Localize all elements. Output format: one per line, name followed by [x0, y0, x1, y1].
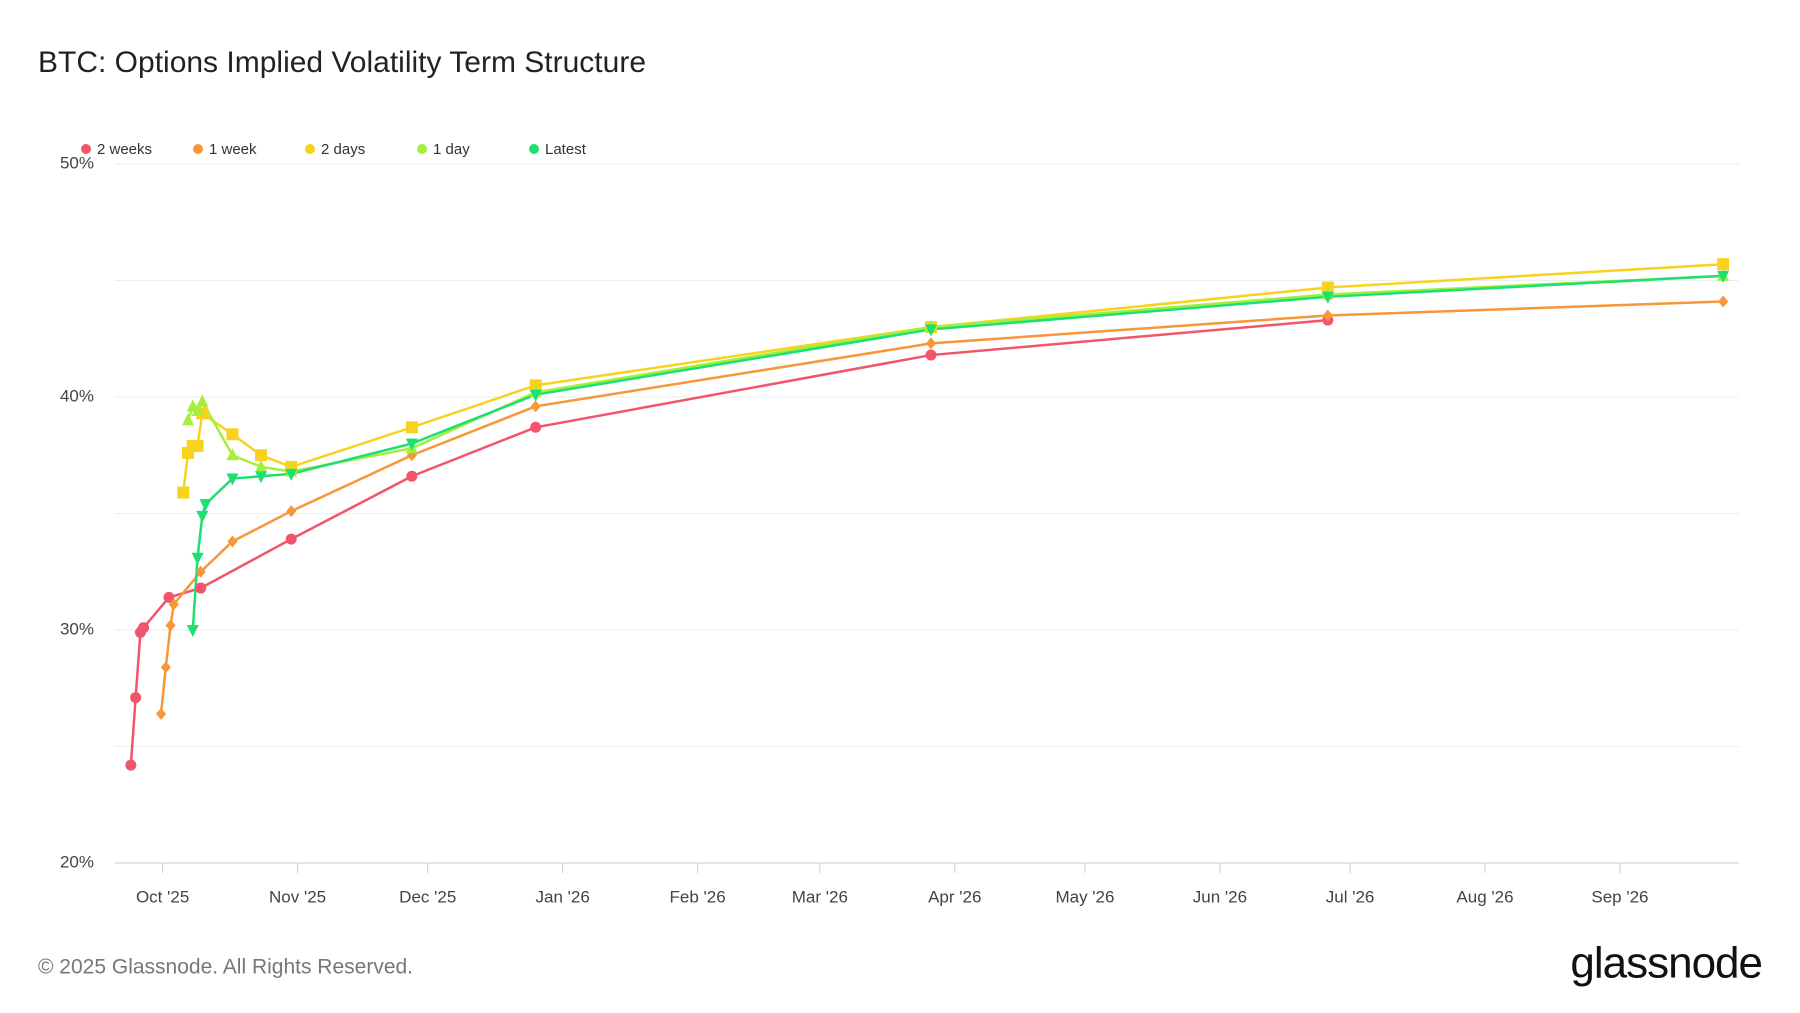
x-tick-label: Feb '26	[670, 887, 726, 906]
marker	[405, 438, 418, 451]
legend-label: 2 days	[321, 141, 365, 158]
marker	[255, 471, 268, 484]
marker	[138, 622, 150, 634]
marker	[191, 403, 204, 416]
marker	[177, 486, 190, 499]
marker	[191, 439, 204, 452]
marker	[1717, 270, 1730, 283]
legend-label: 1 week	[209, 141, 257, 158]
marker	[182, 413, 195, 426]
series-line	[129, 318, 1328, 766]
marker	[196, 394, 209, 407]
x-tick-label: Oct '25	[136, 887, 189, 906]
marker	[924, 324, 937, 337]
y-tick-label: 20%	[60, 852, 94, 871]
marker	[255, 449, 268, 462]
marker	[125, 759, 137, 771]
x-tick-label: Jan '26	[536, 887, 590, 906]
marker	[226, 448, 239, 461]
marker	[286, 505, 297, 518]
marker	[530, 421, 542, 433]
x-tick-label: Jun '26	[1193, 887, 1247, 906]
marker	[925, 337, 936, 350]
x-tick-label: May '26	[1055, 887, 1114, 906]
legend-swatch	[305, 144, 315, 154]
legend-swatch	[529, 144, 539, 154]
marker	[196, 510, 209, 523]
marker	[195, 565, 206, 578]
legend-label: 1 day	[433, 141, 470, 158]
series-line	[191, 274, 1724, 631]
marker	[529, 389, 542, 402]
marker	[186, 625, 199, 637]
x-tick-label: Dec '25	[399, 887, 456, 906]
marker	[285, 533, 297, 545]
legend-swatch	[193, 144, 203, 154]
x-tick-label: Jul '26	[1326, 887, 1375, 906]
marker	[226, 473, 239, 486]
legend-label: 2 weeks	[97, 141, 152, 158]
marker	[925, 349, 937, 361]
series-line	[159, 300, 1724, 715]
marker	[168, 598, 179, 611]
legend-label: Latest	[545, 141, 587, 158]
marker	[195, 582, 207, 594]
marker	[1322, 309, 1333, 322]
x-tick-label: Nov '25	[269, 887, 326, 906]
chart-title: BTC: Options Implied Volatility Term Str…	[38, 46, 646, 79]
x-tick-label: Sep '26	[1591, 887, 1648, 906]
legend-swatch	[417, 144, 427, 154]
marker	[1321, 291, 1334, 304]
y-tick-label: 30%	[60, 619, 94, 638]
marker	[165, 619, 176, 632]
x-tick-label: Aug '26	[1456, 887, 1513, 906]
brand-logo: glassnode	[1570, 939, 1762, 988]
marker	[226, 428, 239, 441]
marker	[191, 552, 204, 565]
marker	[163, 591, 175, 603]
marker	[255, 459, 268, 472]
marker	[530, 400, 541, 413]
marker	[130, 692, 142, 704]
legend-swatch	[81, 144, 91, 154]
marker	[1718, 295, 1729, 308]
marker	[285, 468, 298, 481]
marker	[227, 535, 238, 548]
marker	[1717, 258, 1730, 271]
x-tick-label: Apr '26	[928, 887, 981, 906]
y-tick-label: 50%	[60, 153, 94, 172]
marker	[160, 661, 171, 674]
marker	[406, 470, 418, 482]
y-tick-label: 40%	[60, 386, 94, 405]
x-tick-label: Mar '26	[792, 887, 848, 906]
marker	[405, 421, 418, 434]
marker	[199, 499, 212, 512]
footer: © 2025 Glassnode. All Rights Reserved.	[38, 956, 413, 979]
marker	[156, 707, 167, 720]
